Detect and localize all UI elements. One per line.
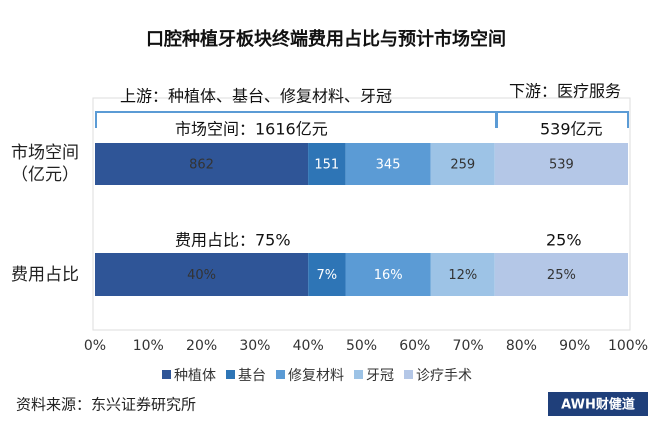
- bar-segment: [494, 143, 628, 185]
- source: 资料来源：东兴证券研究所: [16, 396, 196, 414]
- bar-segment: [430, 143, 495, 185]
- data-label: 539: [549, 158, 574, 173]
- bar-segment: [95, 253, 309, 296]
- x-tick-label: 30%: [239, 338, 270, 354]
- x-tick-label: 20%: [186, 338, 217, 354]
- bar-segment: [345, 253, 431, 296]
- annotation: 下游：医疗服务: [509, 82, 621, 101]
- data-label: 25%: [547, 268, 576, 283]
- x-tick-label: 60%: [399, 338, 430, 354]
- legend-label: 诊疗手术: [416, 368, 472, 384]
- data-label: 862: [189, 158, 214, 173]
- bar-segment: [308, 143, 346, 185]
- x-tick-label: 90%: [559, 338, 590, 354]
- plot-frame: [92, 97, 631, 331]
- annotation: 上游：种植体、基台、修复材料、牙冠: [120, 87, 392, 106]
- bar-segment: [308, 253, 346, 296]
- category-label: 费用占比: [11, 264, 79, 285]
- data-label: 345: [376, 158, 401, 173]
- category-label: 市场空间（亿元）: [11, 143, 79, 185]
- data-label: 7%: [317, 268, 338, 283]
- x-tick-label: 40%: [293, 338, 324, 354]
- legend-label: 种植体: [174, 368, 216, 384]
- legend-swatch: [404, 370, 413, 379]
- downstream-bracket: [496, 111, 629, 128]
- data-label: 151: [314, 158, 339, 173]
- bar-segment: [494, 253, 628, 296]
- watermark: AWH财健道: [561, 397, 635, 413]
- data-label: 16%: [374, 268, 403, 283]
- annotation: 费用占比：75%: [175, 231, 291, 250]
- annotation: 25%: [546, 231, 582, 250]
- bar-segment: [430, 253, 495, 296]
- legend-swatch: [354, 370, 363, 379]
- legend-swatch: [162, 370, 171, 379]
- x-tick-label: 100%: [608, 338, 648, 354]
- legend-label: 修复材料: [288, 367, 344, 384]
- bar-segment: [95, 143, 309, 185]
- bar-segment: [345, 143, 431, 185]
- data-label: 12%: [448, 268, 477, 283]
- x-tick-label: 0%: [84, 338, 106, 354]
- annotation: 539亿元: [540, 120, 603, 139]
- legend-label: 牙冠: [366, 368, 394, 384]
- x-tick-label: 10%: [133, 338, 164, 354]
- x-tick-label: 50%: [346, 338, 377, 354]
- watermark-bg: [548, 392, 648, 416]
- legend-swatch: [226, 370, 235, 379]
- chart-title: 口腔种植牙板块终端费用占比与预计市场空间: [146, 28, 506, 50]
- legend-label: 基台: [238, 367, 266, 384]
- annotation: 市场空间：1616亿元: [175, 120, 328, 139]
- data-label: 40%: [187, 268, 216, 283]
- x-tick-label: 70%: [453, 338, 484, 354]
- x-tick-label: 80%: [506, 338, 537, 354]
- data-label: 259: [450, 158, 475, 173]
- legend-swatch: [276, 370, 285, 379]
